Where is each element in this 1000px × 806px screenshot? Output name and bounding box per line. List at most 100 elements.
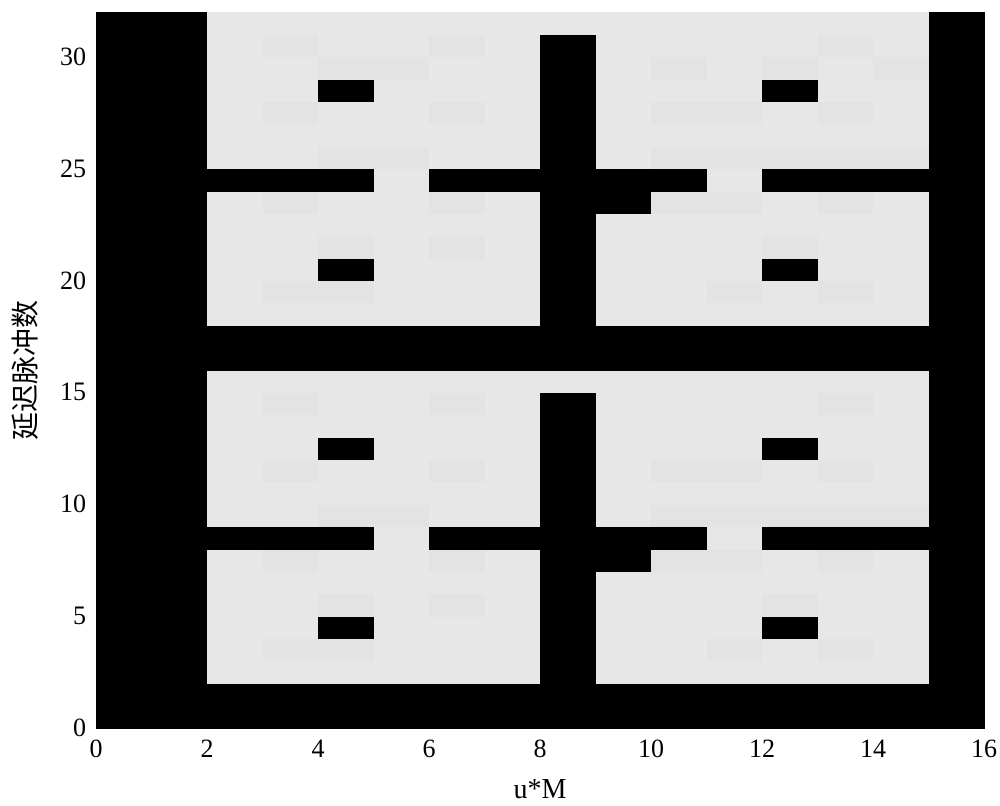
heatmap-cell — [429, 571, 485, 594]
heatmap-cell — [596, 639, 652, 662]
heatmap-cell — [651, 34, 707, 57]
heatmap-cell — [596, 34, 652, 57]
heatmap-cell — [374, 124, 430, 147]
heatmap-cell — [318, 706, 374, 729]
heatmap-cell — [374, 169, 430, 192]
heatmap-cell — [873, 12, 929, 35]
y-tick-label: 5 — [73, 601, 86, 631]
heatmap-cell — [374, 639, 430, 662]
heatmap-cell — [929, 616, 985, 639]
heatmap-cell — [540, 639, 596, 662]
heatmap-cell — [374, 236, 430, 259]
heatmap-cell — [96, 482, 152, 505]
heatmap-cell — [96, 79, 152, 102]
heatmap-cell — [263, 169, 319, 192]
heatmap-cell — [818, 213, 874, 236]
heatmap-cell — [318, 191, 374, 214]
heatmap-cell — [651, 460, 707, 483]
heatmap-cell — [96, 571, 152, 594]
heatmap-cell — [152, 124, 208, 147]
heatmap-cell — [873, 415, 929, 438]
heatmap-cell — [929, 392, 985, 415]
heatmap-cell — [873, 191, 929, 214]
heatmap-cell — [707, 34, 763, 57]
heatmap-cell — [540, 683, 596, 706]
y-tick-label: 25 — [60, 154, 86, 184]
heatmap-cell — [152, 258, 208, 281]
heatmap-cell — [263, 683, 319, 706]
heatmap-cell — [207, 146, 263, 169]
heatmap-cell — [374, 527, 430, 550]
heatmap-cell — [707, 482, 763, 505]
heatmap-cell — [96, 639, 152, 662]
heatmap-cell — [873, 504, 929, 527]
heatmap-cell — [762, 281, 818, 304]
heatmap-cell — [707, 258, 763, 281]
heatmap-cell — [596, 12, 652, 35]
heatmap-cell — [929, 169, 985, 192]
heatmap-cell — [374, 504, 430, 527]
plot-area — [96, 12, 984, 728]
heatmap-cell — [873, 527, 929, 550]
heatmap-cell — [762, 236, 818, 259]
heatmap-cell — [429, 504, 485, 527]
heatmap-cell — [207, 594, 263, 617]
heatmap-cell — [318, 12, 374, 35]
heatmap-cell — [207, 169, 263, 192]
heatmap-cell — [873, 236, 929, 259]
heatmap-cell — [318, 437, 374, 460]
heatmap-cell — [485, 616, 541, 639]
heatmap-cell — [707, 571, 763, 594]
heatmap-cell — [540, 146, 596, 169]
heatmap-cell — [596, 594, 652, 617]
heatmap-cell — [540, 482, 596, 505]
heatmap-cell — [651, 348, 707, 371]
heatmap-cell — [318, 258, 374, 281]
heatmap-cell — [485, 482, 541, 505]
heatmap-cell — [96, 124, 152, 147]
heatmap-cell — [485, 415, 541, 438]
heatmap-cell — [152, 661, 208, 684]
heatmap-cell — [596, 213, 652, 236]
heatmap-cell — [318, 415, 374, 438]
heatmap-cell — [152, 12, 208, 35]
heatmap-cell — [818, 504, 874, 527]
heatmap-cell — [374, 415, 430, 438]
heatmap-cell — [207, 102, 263, 125]
heatmap-cell — [540, 124, 596, 147]
heatmap-cell — [929, 370, 985, 393]
heatmap-cell — [818, 706, 874, 729]
heatmap-cell — [818, 437, 874, 460]
heatmap-cell — [873, 370, 929, 393]
heatmap-cell — [263, 527, 319, 550]
heatmap-cell — [651, 392, 707, 415]
heatmap-cell — [818, 415, 874, 438]
heatmap-cell — [429, 683, 485, 706]
heatmap-cell — [596, 392, 652, 415]
heatmap-cell — [651, 706, 707, 729]
heatmap-cell — [707, 325, 763, 348]
heatmap-cell — [374, 325, 430, 348]
heatmap-cell — [873, 34, 929, 57]
heatmap-cell — [152, 236, 208, 259]
heatmap-cell — [263, 370, 319, 393]
heatmap-cell — [596, 571, 652, 594]
heatmap-cell — [762, 169, 818, 192]
heatmap-cell — [762, 79, 818, 102]
heatmap-cell — [374, 437, 430, 460]
heatmap-cell — [263, 34, 319, 57]
heatmap-cell — [263, 79, 319, 102]
heatmap-cell — [152, 370, 208, 393]
heatmap-cell — [540, 236, 596, 259]
heatmap-cell — [596, 460, 652, 483]
heatmap-cell — [873, 661, 929, 684]
heatmap-cell — [873, 549, 929, 572]
heatmap-cell — [762, 571, 818, 594]
heatmap-cell — [485, 527, 541, 550]
heatmap-cell — [429, 639, 485, 662]
heatmap-cell — [651, 169, 707, 192]
heatmap-cell — [152, 482, 208, 505]
heatmap-cell — [929, 639, 985, 662]
heatmap-cell — [873, 146, 929, 169]
heatmap-cell — [152, 146, 208, 169]
